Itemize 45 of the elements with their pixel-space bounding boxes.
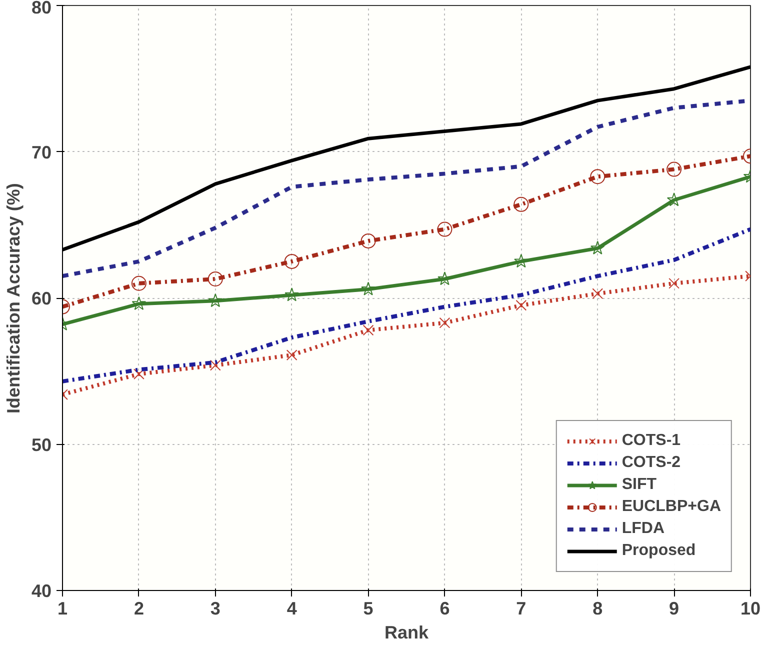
point <box>514 254 528 268</box>
point <box>132 296 146 310</box>
y-tick-label: 60 <box>31 288 52 308</box>
y-axis-title: Identification Accuracy (%) <box>3 183 24 414</box>
line-series <box>62 227 750 384</box>
point <box>284 254 300 269</box>
point <box>516 300 527 311</box>
legend-label: LFDA <box>622 520 665 538</box>
point <box>668 278 680 289</box>
point <box>210 360 221 371</box>
point <box>286 350 298 360</box>
point <box>592 288 604 300</box>
x-tick-label: 6 <box>440 598 450 618</box>
point <box>360 233 376 248</box>
y-tick-label: 50 <box>31 434 52 455</box>
x-tick-label: 4 <box>286 598 297 618</box>
x-tick-label: 1 <box>57 598 68 618</box>
point <box>284 288 299 302</box>
y-tick-label: 80 <box>31 0 52 18</box>
x-tick-label: 10 <box>740 598 761 618</box>
legend-label: Proposed <box>622 542 696 560</box>
point <box>362 324 374 336</box>
point <box>131 276 146 291</box>
x-tick-label: 9 <box>669 598 680 618</box>
x-tick-label: 3 <box>210 598 220 618</box>
point <box>437 222 452 237</box>
point <box>590 240 605 254</box>
legend-label: SIFT <box>622 476 657 494</box>
x-tick-label: 8 <box>592 598 603 618</box>
point <box>666 162 682 177</box>
point <box>208 293 223 308</box>
point <box>208 272 223 286</box>
legend-label: EUCLBP+GA <box>622 498 721 516</box>
point <box>361 282 376 296</box>
point <box>439 317 450 328</box>
point <box>514 196 529 212</box>
x-tick-label: 7 <box>516 598 526 618</box>
y-tick-label: 40 <box>31 581 52 601</box>
legend-label: COTS-1 <box>622 432 681 450</box>
x-tick-label: 5 <box>363 598 374 618</box>
legend-label: COTS-2 <box>622 454 681 472</box>
y-tick-label: 70 <box>31 142 52 162</box>
x-axis-title: Rank <box>384 622 430 642</box>
x-tick-label: 2 <box>134 598 144 618</box>
point <box>590 169 606 184</box>
